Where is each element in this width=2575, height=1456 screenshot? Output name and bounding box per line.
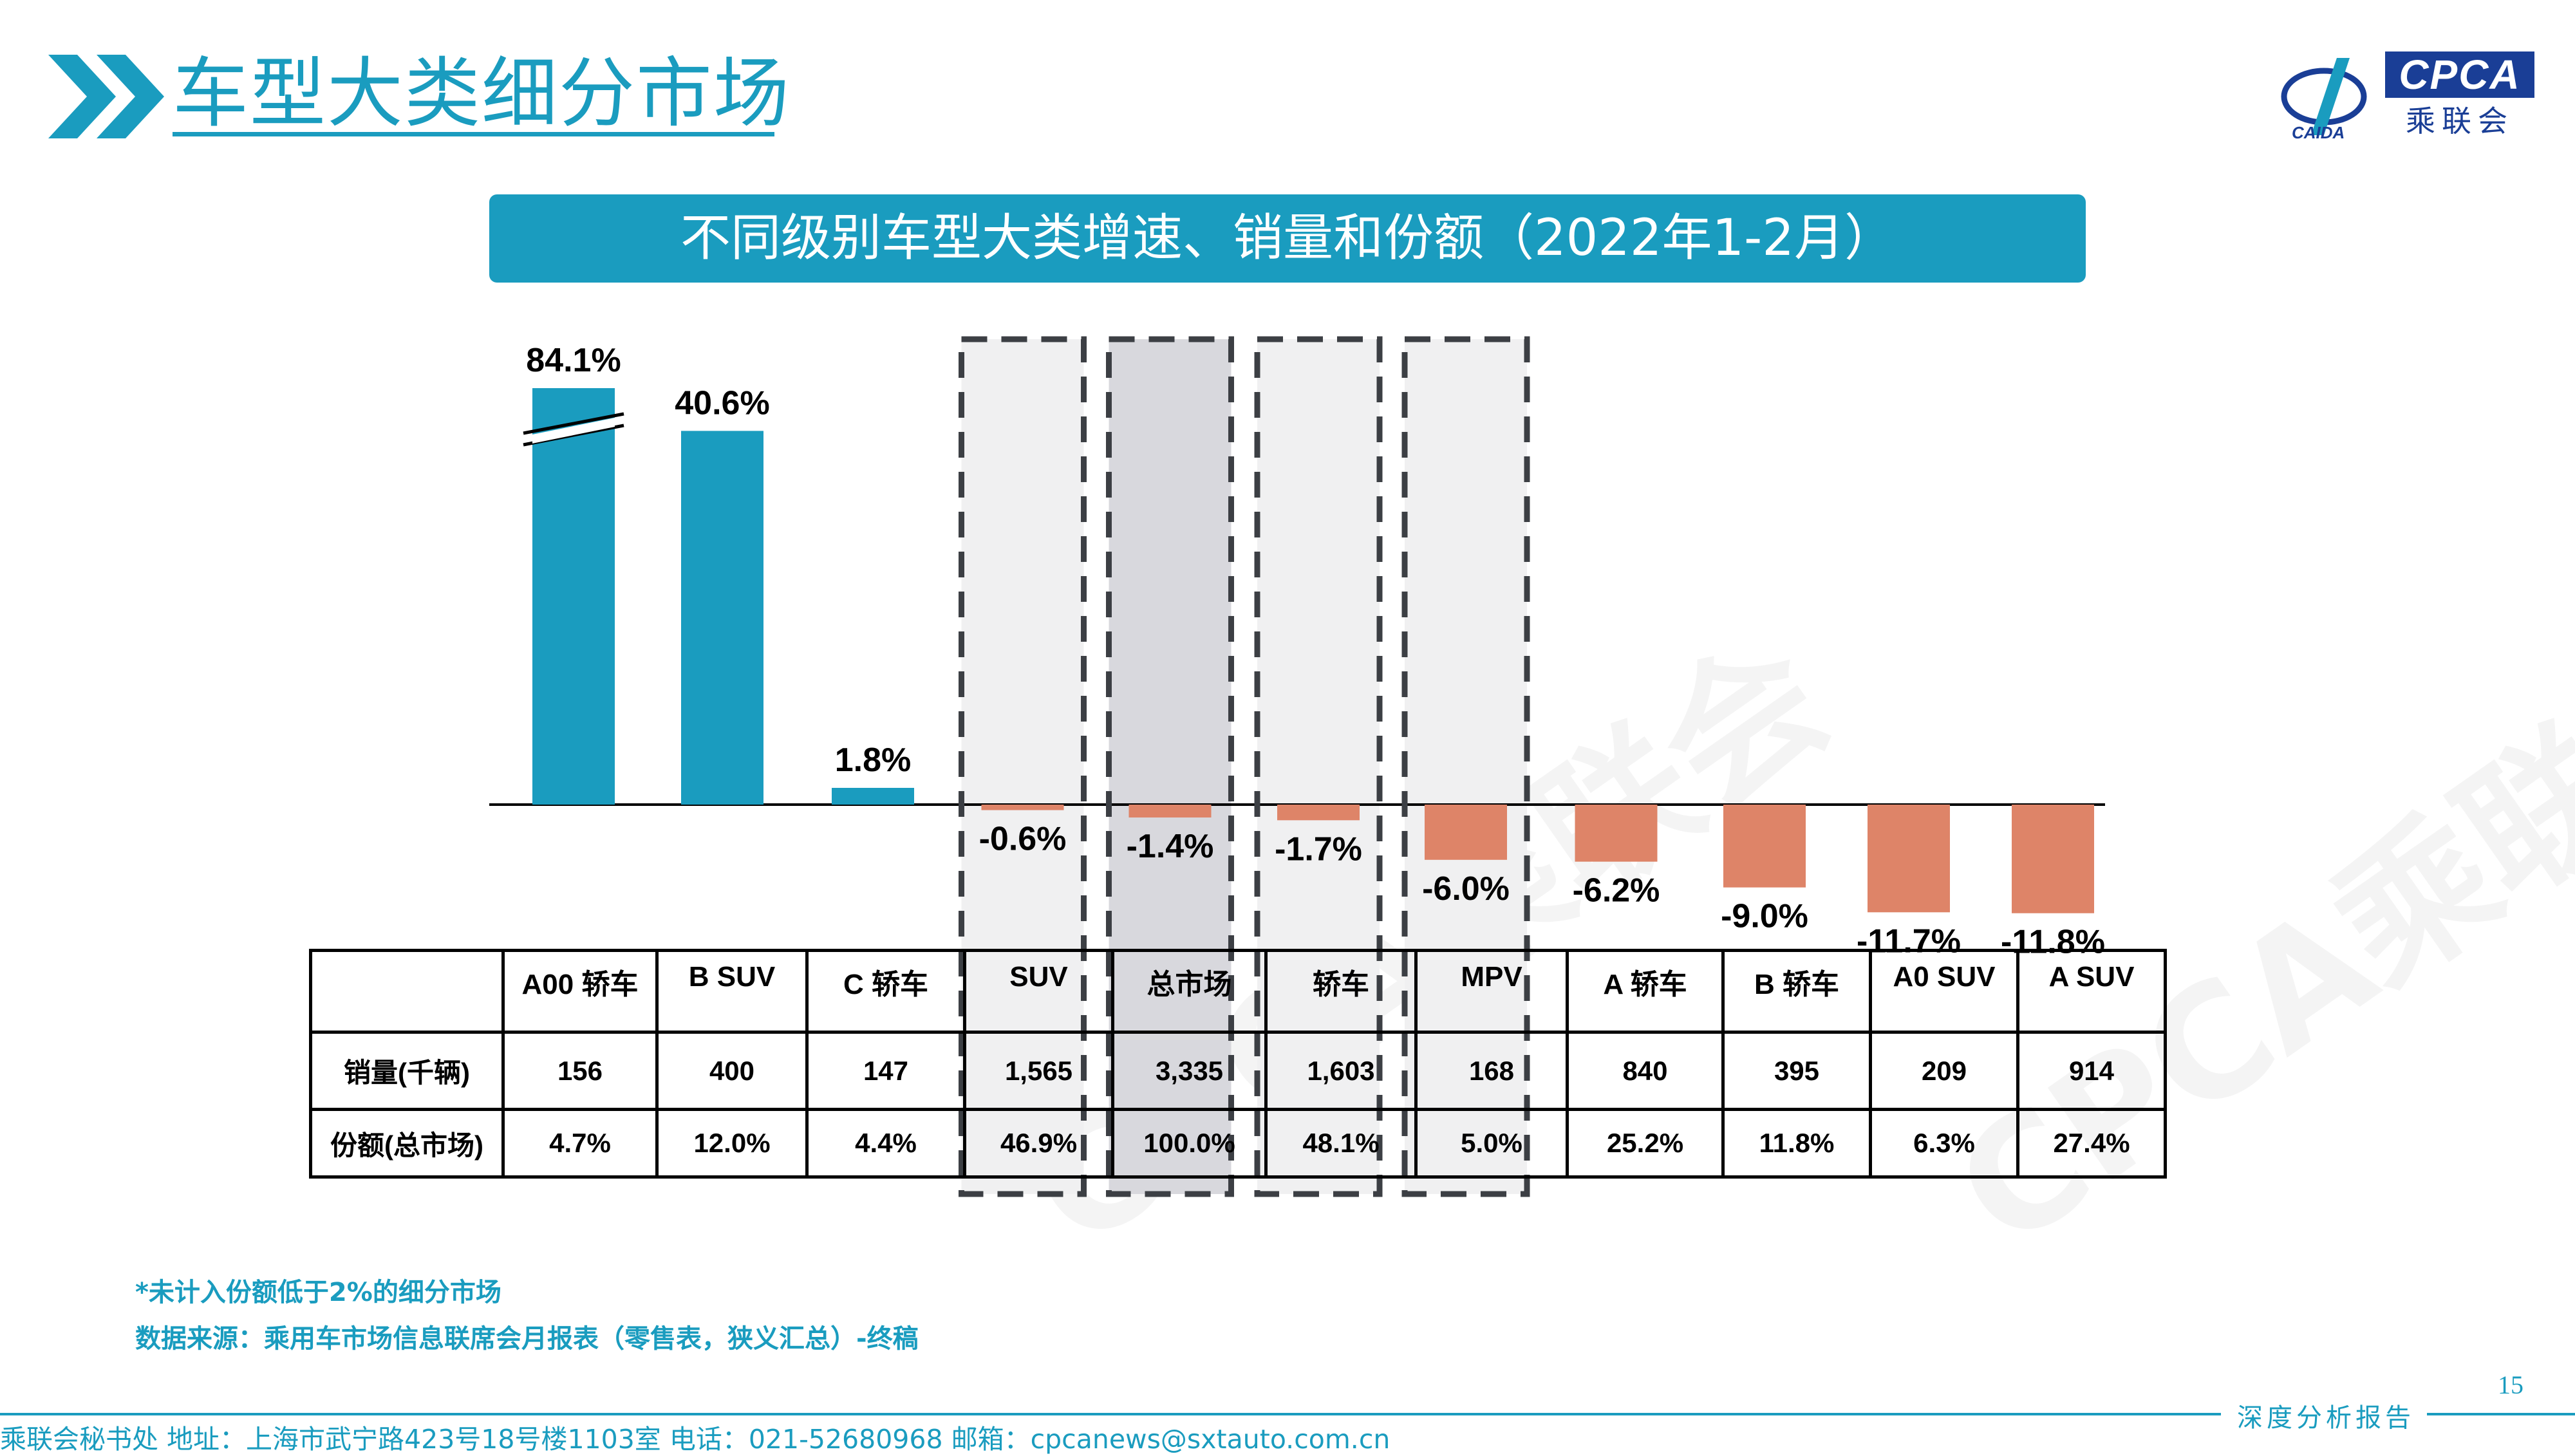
bar-5 [1277, 805, 1360, 821]
table-header-cell: 轿车 [1264, 949, 1418, 1034]
table-cell-sales: 156 [501, 1031, 659, 1111]
footer-tag: 深度分析报告 [2237, 1403, 2415, 1433]
bar-9 [1868, 805, 1950, 913]
table-cell-share: 6.3% [1869, 1108, 2019, 1179]
table-header-cell: MPV [1414, 949, 1569, 1034]
bar-1 [681, 431, 763, 805]
page-number: 15 [2498, 1370, 2524, 1399]
table-cell-sales: 1,603 [1264, 1031, 1418, 1111]
highlight-dashed-border [1106, 336, 1234, 1197]
highlight-dashed-border [1254, 336, 1383, 1197]
table-row-share: 份额(总市场) 4.7% 12.0% 4.4% 46.9% 100.0% 48.1% 5.0… [309, 1108, 2167, 1179]
table-header-cell: A 轿车 [1566, 949, 1725, 1034]
axis-break-gap [532, 418, 615, 443]
table-cell-share: 27.4% [2016, 1108, 2167, 1179]
highlight-dashed-border [959, 336, 1087, 1197]
data-label-0: 84.1% [526, 342, 621, 379]
table-header-cell: C 轿车 [805, 949, 966, 1034]
table-cell-share: 11.8% [1721, 1108, 1872, 1179]
svg-text:CAIDA: CAIDA [2292, 123, 2345, 142]
footer-divider [0, 1413, 2221, 1415]
chevron-icon [48, 55, 164, 138]
table-header-cell: B 轿车 [1721, 949, 1872, 1034]
table-cell-share: 100.0% [1111, 1108, 1268, 1179]
data-label-5: -1.7% [1275, 830, 1362, 868]
table-header-row: A00 轿车 B SUV C 轿车 SUV 总市场 轿车 MPV A 轿车 B 轿车 A0 SUV… [309, 949, 2167, 1034]
bar-10 [2012, 805, 2094, 913]
table-cell-sales: 1,565 [963, 1031, 1114, 1111]
table-cell-sales: 400 [655, 1031, 809, 1111]
data-label-7: -6.2% [1573, 872, 1660, 910]
row-label-share: 份额(总市场) [309, 1108, 505, 1179]
table-cell-share: 46.9% [963, 1108, 1114, 1179]
table-header-cell: B SUV [655, 949, 809, 1034]
table-cell-sales: 3,335 [1111, 1031, 1268, 1111]
cpca-logo: CAIDA [2281, 58, 2367, 142]
row-label-sales: 销量(千辆) [309, 1031, 505, 1111]
logo-text: CPCA [2385, 51, 2534, 98]
data-table: A00 轿车 B SUV C 轿车 SUV 总市场 轿车 MPV A 轿车 B 轿车 A0 SUV… [309, 949, 2167, 1179]
bar-2 [832, 788, 914, 805]
table-header-cell: A00 轿车 [501, 949, 659, 1034]
logo-cn: 乘联会 [2406, 104, 2514, 138]
table-header-cell: SUV [963, 949, 1114, 1034]
table-cell-share: 25.2% [1566, 1108, 1725, 1179]
table-cell-share: 48.1% [1264, 1108, 1418, 1179]
table-row-sales: 销量(千辆) 156 400 147 1,565 3,335 1,603 168 840 395… [309, 1031, 2167, 1111]
table-cell-share: 4.4% [805, 1108, 966, 1179]
page-title: 车型大类细分市场 [173, 49, 791, 138]
table-cell-sales: 395 [1721, 1031, 1872, 1111]
data-label-2: 1.8% [835, 742, 912, 779]
bar-6 [1425, 805, 1507, 860]
bar-7 [1575, 805, 1658, 862]
table-header-cell: A SUV [2016, 949, 2167, 1034]
table-cell-sales: 914 [2016, 1031, 2167, 1111]
data-label-3: -0.6% [979, 821, 1067, 858]
data-label-1: 40.6% [675, 384, 769, 422]
table-header-cell: 总市场 [1111, 949, 1268, 1034]
table-cell-sales: 840 [1566, 1031, 1725, 1111]
data-label-8: -9.0% [1721, 898, 1808, 935]
chart-banner-title: 不同级别车型大类增速、销量和份额（2022年1-2月） [489, 194, 2086, 283]
data-source-note: 数据来源：乘用车市场信息联席会月报表（零售表，狭义汇总）-终稿 [135, 1324, 919, 1354]
footer-info: 乘联会秘书处 地址：上海市武宁路423号18号楼1103室 电话：021-526… [0, 1424, 1390, 1455]
data-label-4: -1.4% [1127, 828, 1214, 865]
table-cell-share: 4.7% [501, 1108, 659, 1179]
footer-divider [2427, 1413, 2575, 1415]
bar-0 [532, 388, 615, 805]
footnote: *未计入份额低于2%的细分市场 [135, 1278, 501, 1307]
bar-4 [1128, 805, 1212, 818]
title-underline [173, 132, 774, 136]
table-cell-sales: 147 [805, 1031, 966, 1111]
table-corner-cell [309, 949, 505, 1034]
table-header-cell: A0 SUV [1869, 949, 2019, 1034]
axis-break-mark [523, 412, 624, 435]
bar-8 [1723, 805, 1806, 888]
data-label-6: -6.0% [1422, 870, 1510, 908]
table-cell-share: 12.0% [655, 1108, 809, 1179]
bar-3 [981, 805, 1064, 810]
table-cell-sales: 209 [1869, 1031, 2019, 1111]
table-cell-share: 5.0% [1414, 1108, 1569, 1179]
highlight-dashed-border [1401, 336, 1530, 1197]
table-cell-sales: 168 [1414, 1031, 1569, 1111]
